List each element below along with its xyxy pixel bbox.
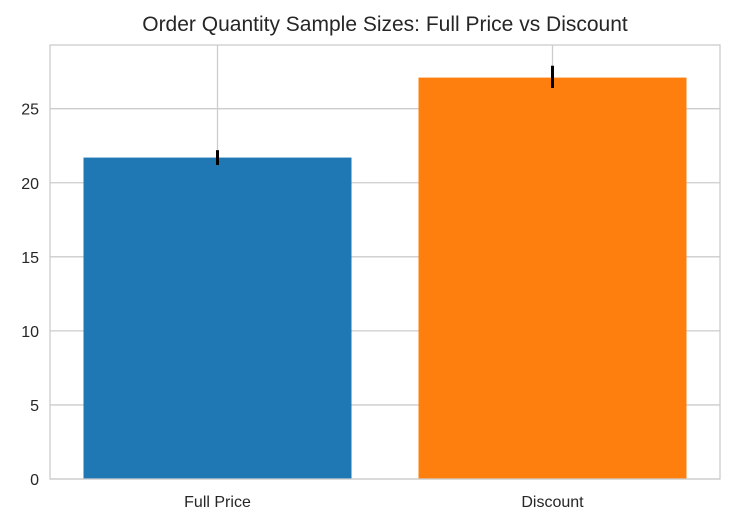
- x-tick-label: Full Price: [184, 494, 251, 511]
- y-tick-label: 5: [30, 398, 39, 415]
- y-tick-label: 15: [21, 250, 39, 267]
- y-tick-label: 25: [21, 102, 39, 119]
- plot-area: 0 5 10 15 20 25 Full Price Discount: [21, 44, 721, 511]
- x-tick-label: Discount: [521, 494, 584, 511]
- chart-title: Order Quantity Sample Sizes: Full Price …: [142, 13, 628, 36]
- y-tick-label: 0: [30, 472, 39, 489]
- axes-frame: [49, 44, 721, 480]
- y-tick-label: 10: [21, 324, 39, 341]
- y-tick-label: 20: [21, 176, 39, 193]
- bar-full-price: [83, 157, 352, 480]
- bar-discount: [418, 77, 687, 479]
